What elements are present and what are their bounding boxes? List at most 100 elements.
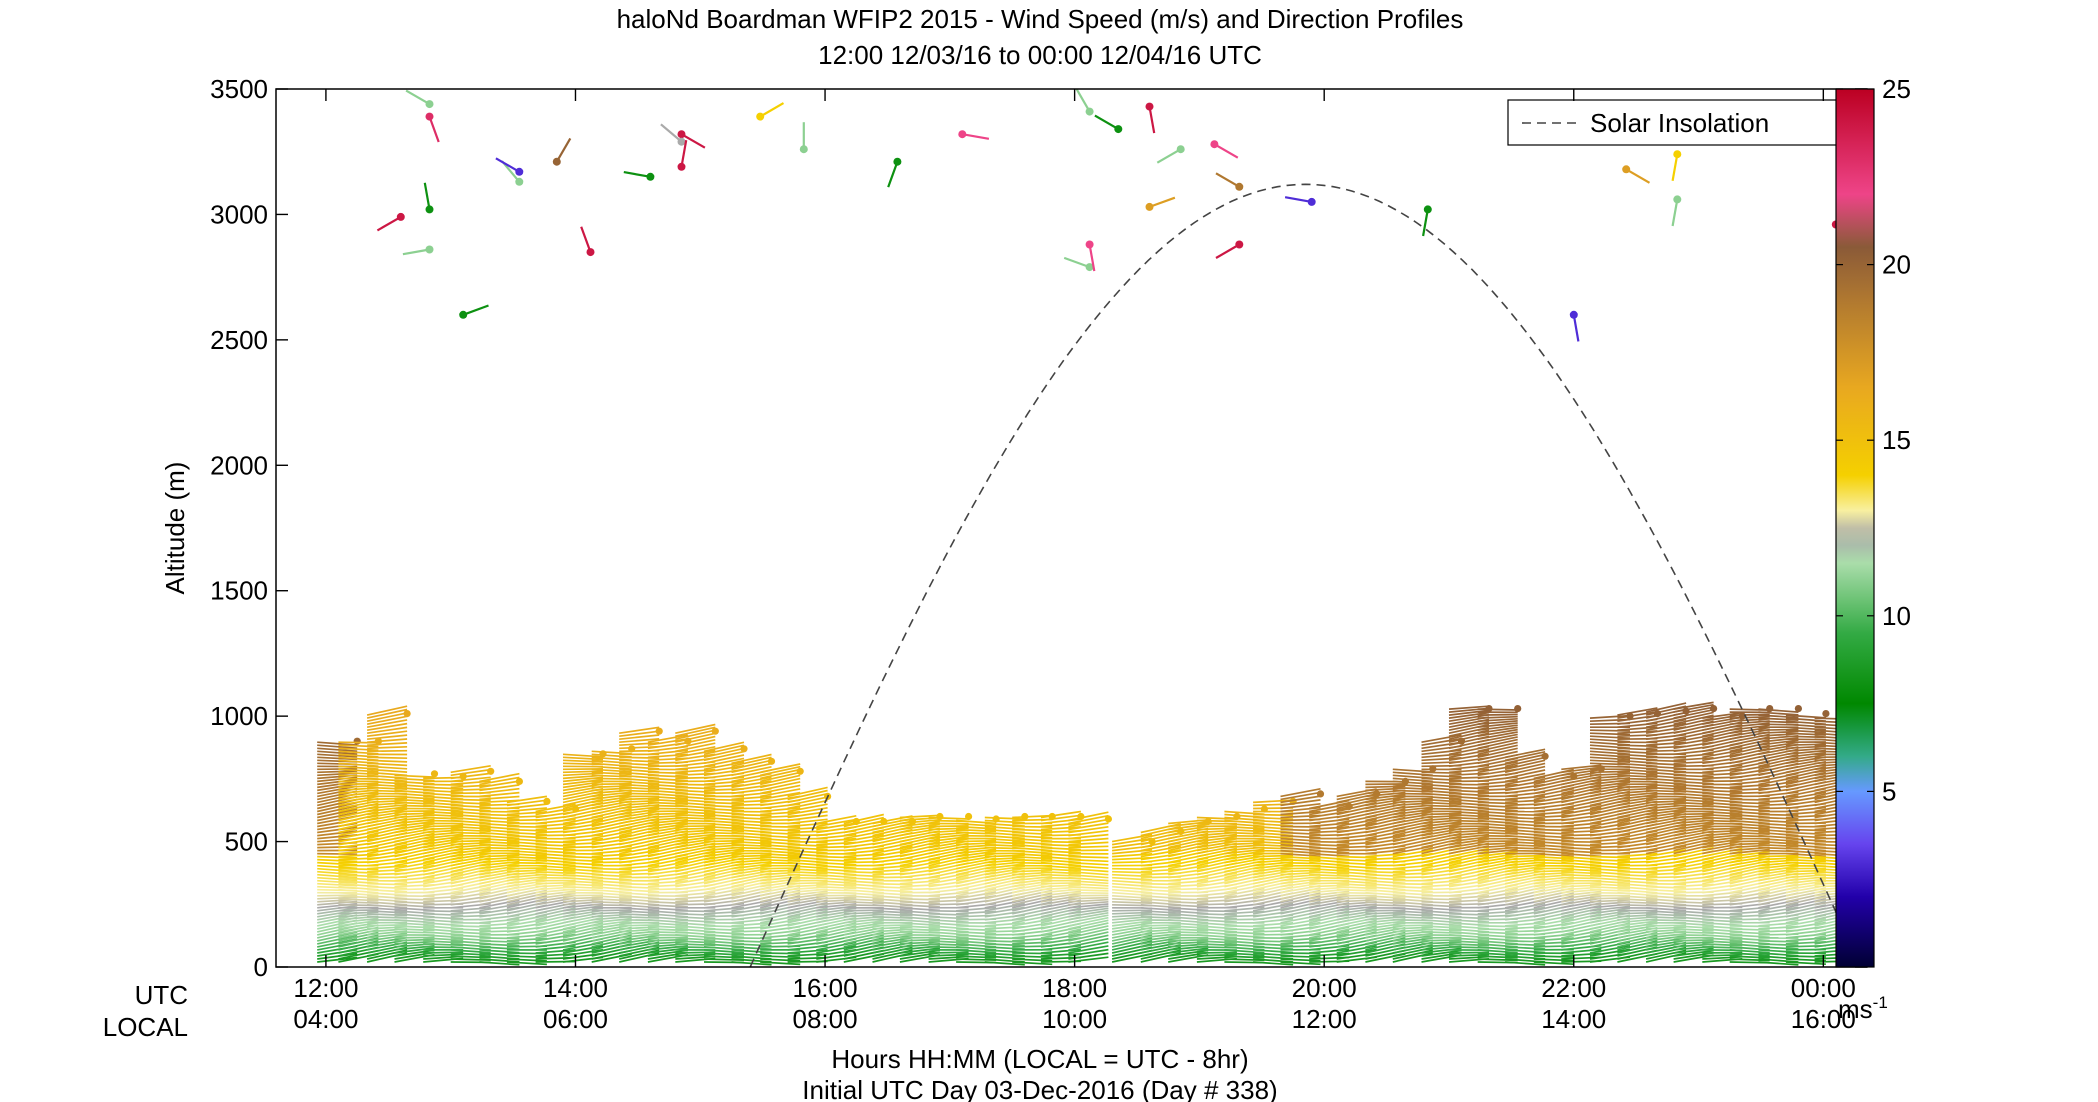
wind-profile-column <box>675 723 719 963</box>
wind-barb <box>843 894 884 900</box>
colorbar-tick-label: 10 <box>1882 601 1911 631</box>
wind-barb <box>450 850 491 858</box>
wind-barb <box>675 786 716 790</box>
wind-barb <box>619 912 660 917</box>
wind-barb <box>317 756 358 761</box>
wind-barb <box>394 940 435 945</box>
wind-barb <box>423 810 464 815</box>
wind-barb <box>1533 858 1574 863</box>
wind-barb <box>394 921 435 927</box>
x-tick-label-local: 12:00 <box>1292 1004 1357 1034</box>
wind-barb <box>984 918 1025 924</box>
wind-barb <box>956 825 997 830</box>
wind-barb <box>423 895 464 900</box>
wind-barb <box>1785 837 1826 842</box>
wind-barb <box>1477 747 1518 759</box>
wind-barb <box>731 822 772 827</box>
wind-barb <box>703 852 745 861</box>
wind-barb <box>1421 737 1462 747</box>
wind-barb <box>1617 771 1658 776</box>
wind-barb <box>872 934 913 942</box>
upper-wind-barb-head <box>1145 102 1154 111</box>
wind-barb <box>1617 891 1658 897</box>
wind-barb <box>1421 753 1462 759</box>
wind-barb <box>338 793 379 801</box>
wind-barb <box>317 778 358 786</box>
wind-barb <box>787 929 828 939</box>
wind-barb <box>760 955 801 959</box>
wind-barb <box>647 814 688 819</box>
wind-barb <box>1702 879 1743 888</box>
wind-barb <box>1673 734 1714 744</box>
wind-barb <box>338 834 379 843</box>
wind-barb <box>1392 906 1433 912</box>
y-tick-label: 3000 <box>210 199 268 229</box>
wind-barb <box>1309 843 1350 847</box>
wind-barb <box>1168 823 1209 831</box>
wind-barb <box>1040 861 1081 867</box>
wind-profile-column <box>1421 734 1466 963</box>
upper-wind-barb <box>1572 314 1580 342</box>
wind-barb <box>1365 793 1406 801</box>
wind-barb <box>1758 831 1799 837</box>
wind-barb <box>1617 833 1658 843</box>
wind-barb <box>317 753 358 758</box>
wind-barb <box>450 934 491 939</box>
wind-barb <box>1280 795 1321 804</box>
wind-barb <box>1673 897 1714 901</box>
wind-barb <box>1040 952 1081 957</box>
upper-wind-barb <box>1671 154 1679 181</box>
wind-barb <box>423 937 464 942</box>
wind-barb <box>1785 958 1826 962</box>
wind-barb <box>1729 783 1770 789</box>
wind-barb <box>1758 730 1799 735</box>
wind-barb <box>1533 958 1574 962</box>
wind-barb <box>1421 903 1462 908</box>
wind-barb <box>899 823 941 831</box>
wind-barb <box>1589 738 1631 743</box>
wind-barb <box>1673 801 1714 806</box>
wind-barb <box>367 885 408 890</box>
wind-barb <box>535 849 576 854</box>
wind-barb <box>956 839 997 843</box>
wind-barb <box>1253 831 1294 837</box>
y-tick-label: 2000 <box>210 450 268 480</box>
wind-barb <box>423 912 464 917</box>
wind-barb <box>450 910 491 915</box>
wind-barb <box>647 774 688 778</box>
wind-barb <box>1280 802 1321 810</box>
wind-barb <box>1365 894 1406 900</box>
wind-barb <box>647 801 688 805</box>
y-tick-label: 0 <box>254 952 268 982</box>
wind-barb <box>956 910 997 915</box>
wind-barb <box>506 803 547 810</box>
wind-barb <box>317 938 358 948</box>
wind-barb <box>366 712 408 723</box>
wind-barb <box>703 925 745 928</box>
wind-barb <box>1448 875 1490 885</box>
wind-barb <box>1505 831 1546 837</box>
wind-barb <box>843 922 884 930</box>
wind-barb <box>1140 845 1181 855</box>
wind-barb <box>1477 946 1518 951</box>
wind-barb <box>423 918 464 924</box>
wind-barb <box>394 777 435 782</box>
wind-profile-column <box>731 753 776 966</box>
wind-barb <box>872 936 913 945</box>
wind-barb <box>1533 840 1574 846</box>
wind-barb <box>1309 884 1350 888</box>
wind-barb <box>1365 870 1406 874</box>
wind-barb <box>731 902 772 912</box>
y-tick-label: 2500 <box>210 325 268 355</box>
wind-barb <box>317 855 358 859</box>
wind-barb <box>787 894 828 903</box>
wind-barb <box>703 928 745 932</box>
upper-wind-barb-head <box>515 167 524 176</box>
wind-barb <box>1504 753 1546 765</box>
wind-barb <box>450 804 491 809</box>
wind-barb <box>956 819 997 825</box>
wind-barb <box>1448 795 1490 800</box>
wind-barb <box>394 792 435 798</box>
upper-wind-barb <box>1215 172 1240 188</box>
wind-barb <box>1196 835 1238 843</box>
